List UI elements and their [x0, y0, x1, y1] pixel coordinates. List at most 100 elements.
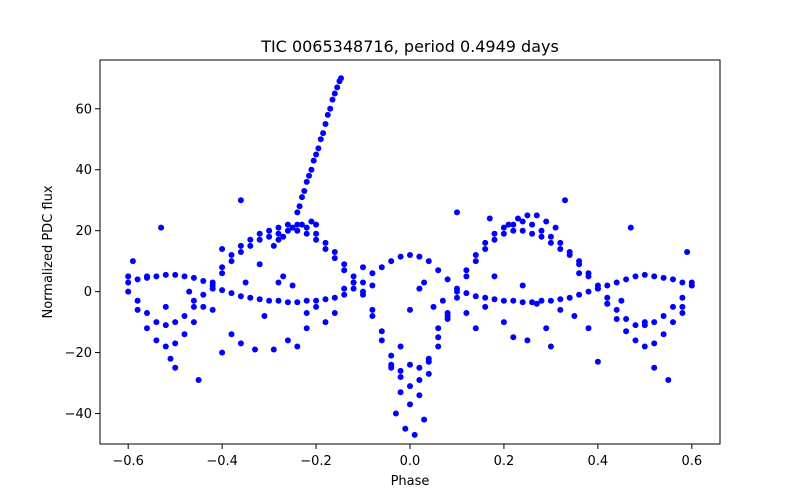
y-tick-label: −20	[65, 346, 92, 361]
data-point	[200, 303, 207, 310]
data-point	[397, 367, 404, 374]
data-point	[613, 279, 620, 286]
chart-title: TIC 0065348716, period 0.4949 days	[260, 37, 559, 56]
data-point	[181, 273, 188, 280]
data-point	[190, 303, 197, 310]
data-point	[200, 291, 207, 298]
data-point	[153, 337, 160, 344]
data-point	[482, 303, 489, 310]
data-point	[519, 218, 526, 225]
data-point	[486, 215, 493, 222]
data-point	[329, 96, 336, 103]
data-point	[510, 227, 517, 234]
data-point	[162, 303, 169, 310]
data-point	[275, 279, 282, 286]
data-point	[510, 221, 517, 228]
x-tick-label: −0.6	[112, 454, 144, 469]
data-point	[266, 227, 273, 234]
data-point	[632, 337, 639, 344]
data-point	[190, 297, 197, 304]
data-point	[331, 294, 338, 301]
data-point	[472, 293, 479, 300]
data-point	[407, 383, 413, 390]
data-point	[388, 352, 395, 359]
data-point	[350, 279, 357, 286]
data-point	[491, 273, 498, 280]
data-point	[237, 242, 244, 249]
data-point	[228, 252, 235, 258]
data-point	[566, 249, 573, 255]
data-point	[158, 224, 165, 231]
data-point	[322, 296, 329, 303]
data-point	[576, 270, 583, 277]
data-point	[482, 246, 489, 252]
data-point	[266, 233, 273, 240]
data-point	[237, 293, 244, 300]
data-point	[219, 246, 226, 252]
data-point	[510, 334, 517, 341]
data-point	[296, 203, 303, 210]
data-point	[219, 270, 226, 277]
data-point	[557, 239, 564, 246]
data-point	[641, 271, 648, 278]
data-point	[411, 431, 418, 438]
data-point	[632, 322, 639, 329]
data-point	[547, 233, 554, 240]
y-axis-ticks: −40 −20 0 20 40 60	[65, 102, 100, 422]
data-point	[334, 84, 341, 91]
data-point	[341, 291, 348, 298]
data-point	[538, 297, 545, 304]
data-point	[308, 218, 315, 225]
x-tick-label: 0.0	[400, 454, 421, 469]
data-point	[547, 343, 554, 350]
data-point	[324, 111, 331, 118]
data-point	[270, 346, 277, 353]
data-point	[299, 221, 305, 228]
data-point	[289, 282, 296, 289]
data-point	[331, 249, 338, 255]
data-point	[360, 264, 366, 271]
data-point	[463, 273, 470, 280]
data-point	[472, 258, 479, 265]
data-point	[416, 253, 423, 260]
x-tick-label: 0.4	[588, 454, 609, 469]
data-point	[172, 319, 179, 326]
data-point	[407, 306, 413, 313]
data-point	[524, 337, 531, 344]
data-point	[294, 343, 301, 350]
data-point	[679, 279, 686, 286]
data-point	[331, 90, 338, 97]
data-point	[416, 364, 423, 371]
data-point	[144, 310, 150, 316]
data-point	[186, 288, 193, 295]
data-point	[491, 230, 498, 237]
data-point	[162, 343, 169, 350]
data-point	[651, 319, 658, 326]
data-point	[444, 276, 451, 283]
data-point	[538, 227, 545, 234]
data-point	[303, 224, 310, 231]
data-point	[463, 290, 470, 297]
x-axis-ticks: −0.6 −0.4 −0.2 0.0 0.2 0.4 0.6	[112, 444, 702, 469]
data-point	[651, 273, 658, 280]
data-point	[308, 166, 315, 173]
y-tick-label: 40	[75, 163, 92, 178]
data-point	[320, 130, 327, 137]
data-point	[566, 294, 573, 301]
data-point	[519, 282, 526, 289]
data-point	[310, 157, 317, 164]
data-point	[679, 294, 686, 301]
data-point	[529, 221, 536, 228]
data-point	[416, 377, 423, 383]
data-point	[369, 306, 376, 313]
data-point	[585, 288, 592, 295]
x-axis-label: Phase	[391, 474, 430, 489]
data-point	[585, 270, 592, 277]
data-point	[618, 297, 625, 304]
data-point	[322, 319, 329, 326]
data-point	[313, 297, 320, 304]
data-point	[134, 306, 141, 313]
data-point	[594, 285, 601, 292]
data-points	[125, 75, 695, 438]
data-point	[284, 299, 291, 306]
